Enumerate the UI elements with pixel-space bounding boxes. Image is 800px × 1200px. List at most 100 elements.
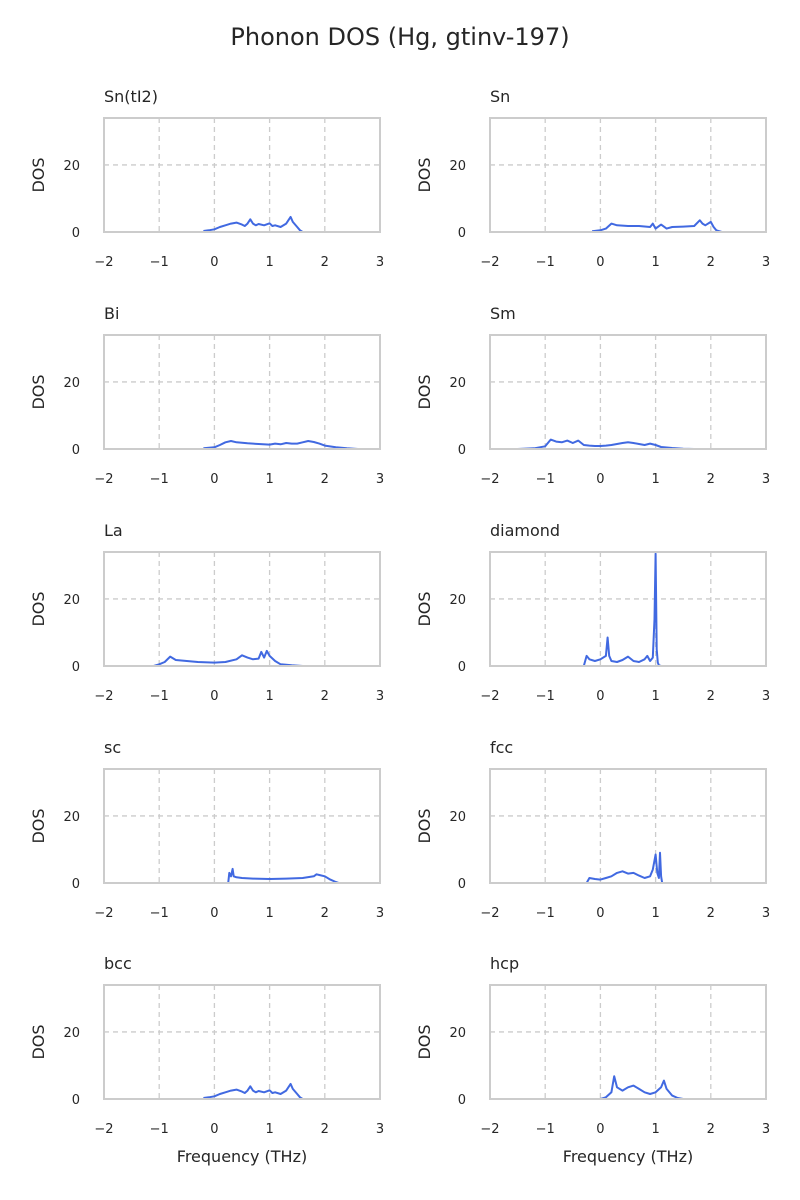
y-axis-label: DOS	[415, 374, 434, 409]
y-tick-label: 0	[72, 226, 80, 241]
y-tick-label: 20	[449, 593, 466, 608]
x-tick-label: −2	[94, 1122, 113, 1137]
x-tick-label: −2	[480, 255, 499, 270]
dos-line	[600, 1075, 684, 1100]
x-tick-label: −1	[150, 689, 169, 704]
y-tick-label: 0	[458, 1093, 466, 1108]
x-tick-label: 0	[596, 255, 604, 270]
x-tick-label: −1	[150, 255, 169, 270]
dos-panel-6: −2 −1 0 1 2 3 0 20 sc DOS	[29, 738, 384, 921]
panel-frame	[103, 984, 381, 1100]
x-tick-label: 2	[321, 255, 329, 270]
x-tick-label: 0	[210, 472, 218, 487]
x-tick-label: −1	[150, 1122, 169, 1137]
x-axis-label: Frequency (THz)	[563, 1147, 693, 1166]
x-tick-label: 0	[210, 906, 218, 921]
x-tick-label: 3	[376, 255, 384, 270]
y-axis-label: DOS	[415, 808, 434, 843]
x-tick-label: −2	[480, 472, 499, 487]
x-tick-label: 0	[210, 1122, 218, 1137]
panel-frame	[489, 984, 767, 1100]
x-tick-label: 2	[707, 1122, 715, 1137]
y-tick-label: 0	[72, 1093, 80, 1108]
x-tick-label: 1	[651, 255, 659, 270]
x-tick-label: 3	[762, 1122, 770, 1137]
x-tick-label: 3	[762, 472, 770, 487]
panel-frame	[489, 768, 767, 884]
dos-line	[517, 438, 695, 450]
x-axis-label: Frequency (THz)	[177, 1147, 307, 1166]
x-tick-label: 1	[651, 1122, 659, 1137]
y-tick-label: 20	[63, 810, 80, 825]
panel-frame	[489, 117, 767, 233]
x-tick-label: −1	[150, 906, 169, 921]
x-tick-label: 1	[651, 472, 659, 487]
x-tick-label: 1	[651, 906, 659, 921]
x-tick-label: 1	[265, 472, 273, 487]
x-tick-label: 2	[321, 472, 329, 487]
x-tick-label: 0	[210, 255, 218, 270]
dos-panel-7: −2 −1 0 1 2 3 0 20 fcc DOS	[415, 738, 770, 921]
x-tick-label: 2	[321, 689, 329, 704]
panel-frame	[103, 768, 381, 884]
x-tick-label: 2	[707, 255, 715, 270]
y-tick-label: 0	[72, 660, 80, 675]
x-tick-label: −2	[94, 255, 113, 270]
panel-title: fcc	[490, 738, 513, 757]
y-axis-label: DOS	[415, 591, 434, 626]
y-axis-label: DOS	[415, 157, 434, 192]
y-tick-label: 0	[72, 443, 80, 458]
x-tick-label: 3	[762, 689, 770, 704]
dos-panel-9: −2 −1 0 1 2 3 0 20 hcp DOS Frequency (THz)	[415, 954, 770, 1166]
x-tick-label: −2	[94, 906, 113, 921]
dos-line	[585, 851, 664, 884]
x-tick-label: 0	[596, 689, 604, 704]
y-tick-label: 20	[449, 376, 466, 391]
y-axis-label: DOS	[29, 591, 48, 626]
panel-title: hcp	[490, 954, 519, 973]
x-tick-label: 3	[376, 472, 384, 487]
dos-line	[203, 215, 304, 233]
dos-panel-3: −2 −1 0 1 2 3 0 20 Sm DOS	[415, 304, 770, 487]
x-tick-label: 3	[762, 906, 770, 921]
x-tick-label: 0	[596, 906, 604, 921]
dos-panel-2: −2 −1 0 1 2 3 0 20 Bi DOS	[29, 304, 384, 487]
x-tick-label: −2	[94, 472, 113, 487]
dos-panel-0: −2 −1 0 1 2 3 0 20 Sn(tI2) DOS	[29, 87, 384, 270]
panel-title: Bi	[104, 304, 119, 323]
dos-line	[203, 1082, 304, 1100]
y-tick-label: 0	[458, 660, 466, 675]
y-tick-label: 0	[458, 226, 466, 241]
panel-title: diamond	[490, 521, 560, 540]
dos-panel-4: −2 −1 0 1 2 3 0 20 La DOS	[29, 521, 384, 704]
y-tick-label: 20	[449, 1026, 466, 1041]
x-tick-label: 3	[376, 906, 384, 921]
y-tick-label: 20	[63, 1026, 80, 1041]
panel-frame	[103, 117, 381, 233]
x-tick-label: −2	[480, 906, 499, 921]
x-tick-label: 1	[265, 255, 273, 270]
panel-frame	[103, 551, 381, 667]
x-tick-label: 2	[321, 906, 329, 921]
y-axis-label: DOS	[415, 1024, 434, 1059]
dos-line	[153, 649, 303, 667]
panel-title: Sm	[490, 304, 516, 323]
y-tick-label: 20	[63, 376, 80, 391]
y-axis-label: DOS	[29, 157, 48, 192]
x-tick-label: 2	[707, 472, 715, 487]
x-tick-label: −1	[536, 1122, 555, 1137]
dos-line	[591, 219, 723, 233]
x-tick-label: 0	[210, 689, 218, 704]
x-tick-label: −1	[150, 472, 169, 487]
panel-title: La	[104, 521, 123, 540]
y-axis-label: DOS	[29, 1024, 48, 1059]
dos-panel-8: −2 −1 0 1 2 3 0 20 bcc DOS	[29, 954, 384, 1137]
x-tick-label: 1	[265, 689, 273, 704]
x-tick-label: 2	[707, 689, 715, 704]
x-tick-label: 1	[265, 1122, 273, 1137]
y-tick-label: 0	[458, 443, 466, 458]
figure-title: Phonon DOS (Hg, gtinv-197)	[230, 23, 569, 51]
